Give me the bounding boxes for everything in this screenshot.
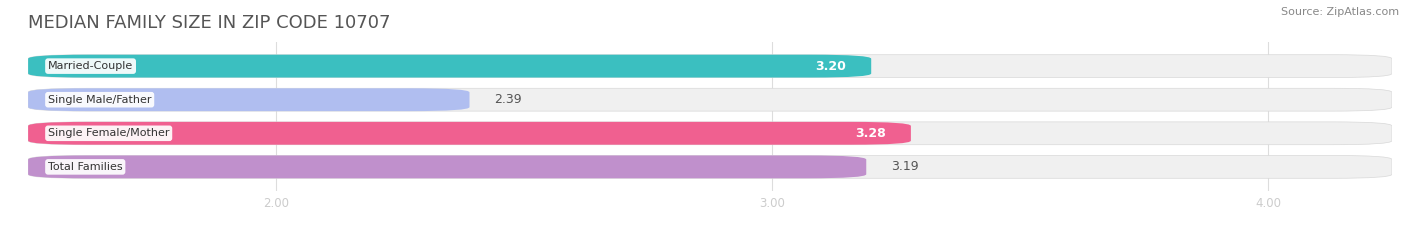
Text: 3.28: 3.28	[855, 127, 886, 140]
Text: Single Female/Mother: Single Female/Mother	[48, 128, 170, 138]
FancyBboxPatch shape	[28, 55, 872, 78]
Text: 3.19: 3.19	[891, 160, 918, 173]
FancyBboxPatch shape	[28, 88, 470, 111]
FancyBboxPatch shape	[28, 55, 1392, 78]
Text: Single Male/Father: Single Male/Father	[48, 95, 152, 105]
Text: Married-Couple: Married-Couple	[48, 61, 134, 71]
Text: 3.20: 3.20	[815, 60, 846, 73]
Text: Total Families: Total Families	[48, 162, 122, 172]
Text: MEDIAN FAMILY SIZE IN ZIP CODE 10707: MEDIAN FAMILY SIZE IN ZIP CODE 10707	[28, 14, 391, 32]
FancyBboxPatch shape	[28, 88, 1392, 111]
FancyBboxPatch shape	[28, 155, 866, 178]
Text: 2.39: 2.39	[495, 93, 522, 106]
Text: Source: ZipAtlas.com: Source: ZipAtlas.com	[1281, 7, 1399, 17]
FancyBboxPatch shape	[28, 122, 911, 145]
FancyBboxPatch shape	[28, 155, 1392, 178]
FancyBboxPatch shape	[28, 122, 1392, 145]
